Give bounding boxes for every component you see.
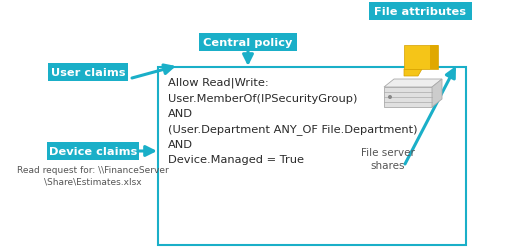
FancyBboxPatch shape xyxy=(369,3,472,21)
Text: Central policy: Central policy xyxy=(203,38,293,48)
Text: File server
shares: File server shares xyxy=(361,148,415,171)
FancyBboxPatch shape xyxy=(158,68,466,245)
Text: File attributes: File attributes xyxy=(374,7,466,17)
FancyBboxPatch shape xyxy=(48,64,128,82)
FancyBboxPatch shape xyxy=(199,34,297,52)
FancyBboxPatch shape xyxy=(384,88,432,108)
Text: Read request for: \\FinanceServer
\Share\Estimates.xlsx: Read request for: \\FinanceServer \Share… xyxy=(17,165,169,186)
Text: User claims: User claims xyxy=(51,68,125,78)
Polygon shape xyxy=(404,70,422,77)
Circle shape xyxy=(388,96,392,100)
Text: Device claims: Device claims xyxy=(49,146,137,156)
Polygon shape xyxy=(432,80,442,108)
FancyBboxPatch shape xyxy=(404,46,438,70)
Polygon shape xyxy=(430,46,438,70)
Text: Allow Read|Write:
User.MemberOf(IPSecurityGroup)
AND
(User.Department ANY_OF Fil: Allow Read|Write: User.MemberOf(IPSecuri… xyxy=(168,78,417,165)
FancyBboxPatch shape xyxy=(47,142,139,160)
Polygon shape xyxy=(384,80,442,88)
